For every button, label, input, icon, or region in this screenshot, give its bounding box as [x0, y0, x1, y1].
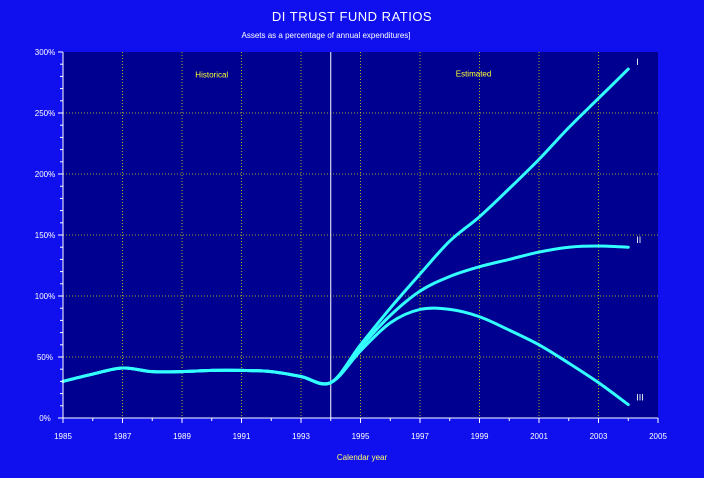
y-tick-label: 300% — [35, 48, 55, 57]
y-tick-label: 50% — [37, 353, 53, 362]
x-tick-label: 1999 — [471, 432, 489, 441]
series-label-1: I — [636, 57, 639, 67]
x-tick-label: 2003 — [590, 432, 608, 441]
y-tick-label: 200% — [35, 170, 55, 179]
x-tick-label: 1995 — [352, 432, 370, 441]
x-axis-label: Calendar year — [337, 453, 388, 462]
chart-subtitle: Assets as a percentage of annual expendi… — [242, 31, 411, 40]
x-tick-label: 1991 — [233, 432, 251, 441]
y-tick-label: 150% — [35, 231, 55, 240]
series-lines — [61, 67, 630, 407]
x-tick-label: 1989 — [173, 432, 191, 441]
x-tick-label: 1997 — [411, 432, 429, 441]
series-label-3: III — [636, 393, 644, 403]
x-tick-label: 1987 — [114, 432, 132, 441]
series-line-3 — [61, 306, 630, 407]
axis-ticks: 1985 1987 1989 1991 1993 1995 1997 1999 2001 2003… — [35, 48, 668, 441]
x-tick-label: 2005 — [649, 432, 667, 441]
gridlines — [63, 52, 658, 418]
chart-title: DI TRUST FUND RATIOS — [272, 9, 432, 24]
series-label-2: II — [636, 235, 641, 245]
historical-label: Historical — [195, 71, 228, 80]
y-tick-label: 250% — [35, 109, 55, 118]
x-tick-label: 1985 — [54, 432, 72, 441]
x-tick-label: 1993 — [292, 432, 310, 441]
estimated-label: Estimated — [456, 69, 492, 78]
y-tick-label: 100% — [35, 292, 55, 301]
y-tick-label: 0% — [39, 414, 51, 423]
x-tick-label: 2001 — [530, 432, 548, 441]
